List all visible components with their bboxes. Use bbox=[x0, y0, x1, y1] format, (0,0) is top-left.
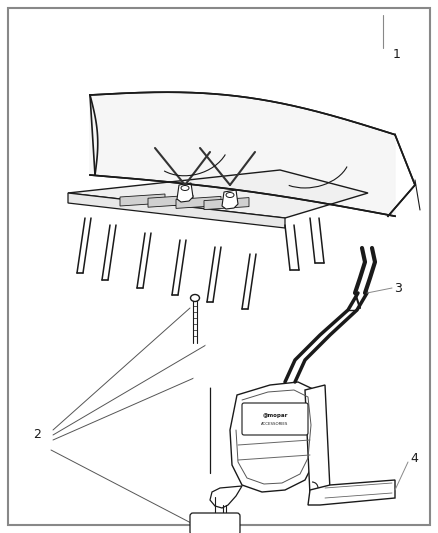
Ellipse shape bbox=[192, 296, 198, 300]
Ellipse shape bbox=[194, 369, 226, 387]
Text: @mopar: @mopar bbox=[262, 413, 288, 417]
Ellipse shape bbox=[194, 367, 226, 373]
Polygon shape bbox=[90, 92, 395, 216]
Polygon shape bbox=[68, 193, 285, 228]
Polygon shape bbox=[204, 198, 249, 209]
Polygon shape bbox=[230, 382, 318, 492]
Ellipse shape bbox=[201, 373, 219, 383]
Ellipse shape bbox=[206, 340, 224, 350]
Text: 3: 3 bbox=[394, 281, 402, 295]
Ellipse shape bbox=[211, 343, 219, 348]
Polygon shape bbox=[210, 486, 242, 508]
Polygon shape bbox=[177, 183, 193, 202]
Polygon shape bbox=[120, 194, 165, 206]
Polygon shape bbox=[308, 480, 395, 505]
Polygon shape bbox=[305, 385, 330, 495]
Polygon shape bbox=[148, 195, 193, 207]
Text: ACCESSORIES: ACCESSORIES bbox=[261, 422, 289, 426]
Text: 4: 4 bbox=[410, 451, 418, 464]
FancyBboxPatch shape bbox=[190, 513, 240, 533]
Polygon shape bbox=[68, 170, 368, 218]
FancyBboxPatch shape bbox=[242, 403, 308, 435]
Polygon shape bbox=[222, 190, 238, 209]
Text: 1: 1 bbox=[393, 49, 401, 61]
Polygon shape bbox=[176, 196, 221, 208]
Text: 2: 2 bbox=[33, 429, 41, 441]
